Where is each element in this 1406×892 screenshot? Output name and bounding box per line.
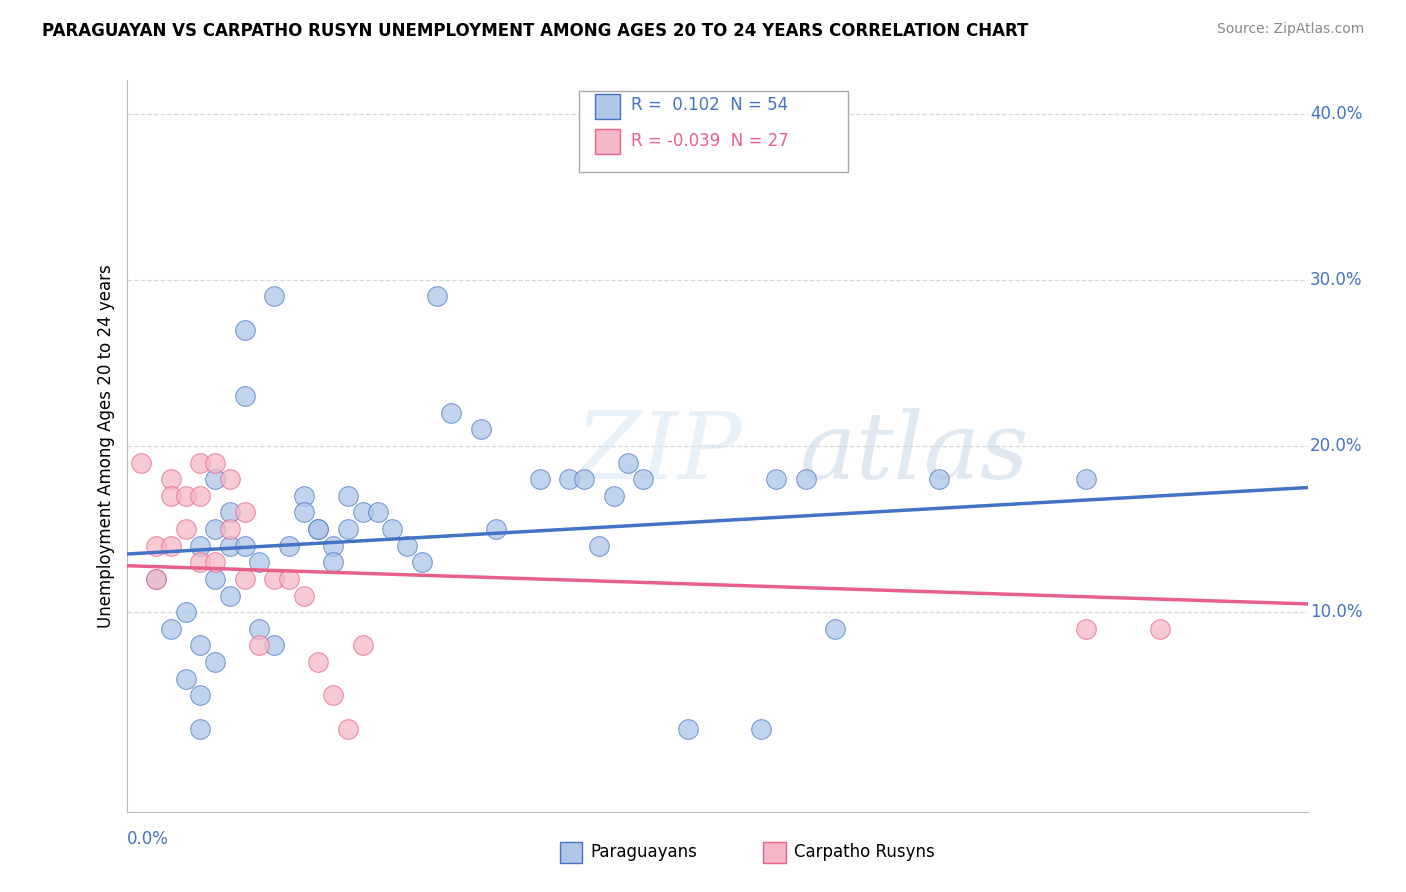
Point	[204, 456, 226, 470]
Text: R =  0.102  N = 54: R = 0.102 N = 54	[631, 96, 789, 114]
Point	[292, 506, 315, 520]
Text: Source: ZipAtlas.com: Source: ZipAtlas.com	[1216, 22, 1364, 37]
Point	[247, 639, 270, 653]
Point	[233, 506, 256, 520]
Point	[247, 622, 270, 636]
Point	[219, 589, 242, 603]
Point	[233, 389, 256, 403]
Point	[219, 539, 242, 553]
Point	[188, 689, 211, 703]
Point	[292, 489, 315, 503]
Point	[174, 522, 197, 536]
Point	[219, 506, 242, 520]
Point	[322, 539, 344, 553]
Point	[1076, 472, 1098, 486]
Point	[204, 572, 226, 586]
Point	[204, 522, 226, 536]
Text: ZIP: ZIP	[575, 409, 742, 499]
Point	[529, 472, 551, 486]
Point	[278, 572, 301, 586]
Text: 20.0%: 20.0%	[1310, 437, 1362, 455]
Point	[233, 572, 256, 586]
Point	[160, 472, 183, 486]
Point	[381, 522, 404, 536]
Point	[484, 522, 508, 536]
Point	[337, 722, 360, 736]
Point	[188, 456, 211, 470]
Point	[558, 472, 581, 486]
Point	[129, 456, 153, 470]
Point	[188, 539, 211, 553]
Point	[470, 422, 492, 436]
Point	[278, 539, 301, 553]
Point	[188, 555, 211, 569]
Point	[188, 722, 211, 736]
Point	[603, 489, 626, 503]
Text: 10.0%: 10.0%	[1310, 603, 1362, 621]
Point	[322, 555, 344, 569]
Point	[751, 722, 773, 736]
Point	[617, 456, 640, 470]
Point	[160, 539, 183, 553]
Point	[765, 472, 787, 486]
Text: 40.0%: 40.0%	[1310, 104, 1362, 122]
Text: 30.0%: 30.0%	[1310, 271, 1362, 289]
Point	[204, 472, 226, 486]
Point	[1149, 622, 1171, 636]
Point	[352, 639, 374, 653]
Point	[396, 539, 419, 553]
Point	[307, 655, 329, 669]
Point	[233, 539, 256, 553]
Point	[233, 323, 256, 337]
Text: Carpatho Rusyns: Carpatho Rusyns	[794, 843, 935, 861]
Point	[188, 489, 211, 503]
Point	[322, 689, 344, 703]
Point	[145, 572, 167, 586]
Point	[219, 472, 242, 486]
Point	[292, 589, 315, 603]
Point	[145, 572, 167, 586]
Y-axis label: Unemployment Among Ages 20 to 24 years: Unemployment Among Ages 20 to 24 years	[97, 264, 115, 628]
Point	[366, 506, 388, 520]
Point	[307, 522, 329, 536]
Point	[352, 506, 374, 520]
Point	[440, 406, 463, 420]
Point	[145, 539, 167, 553]
Text: atlas: atlas	[800, 409, 1029, 499]
Point	[928, 472, 950, 486]
Point	[188, 639, 211, 653]
Point	[574, 472, 596, 486]
Point	[794, 472, 817, 486]
Text: PARAGUAYAN VS CARPATHO RUSYN UNEMPLOYMENT AMONG AGES 20 TO 24 YEARS CORRELATION : PARAGUAYAN VS CARPATHO RUSYN UNEMPLOYMEN…	[42, 22, 1029, 40]
Point	[411, 555, 433, 569]
Text: 0.0%: 0.0%	[127, 830, 169, 848]
Point	[588, 539, 610, 553]
Point	[160, 622, 183, 636]
Point	[337, 489, 360, 503]
Point	[633, 472, 655, 486]
Point	[174, 489, 197, 503]
Point	[263, 639, 285, 653]
Point	[204, 655, 226, 669]
Point	[337, 522, 360, 536]
Point	[247, 555, 270, 569]
Point	[425, 289, 447, 303]
Point	[219, 522, 242, 536]
Point	[824, 622, 846, 636]
Text: R = -0.039  N = 27: R = -0.039 N = 27	[631, 132, 789, 150]
Text: Paraguayans: Paraguayans	[591, 843, 697, 861]
Point	[1076, 622, 1098, 636]
Point	[174, 605, 197, 619]
Point	[307, 522, 329, 536]
Point	[160, 489, 183, 503]
Point	[263, 572, 285, 586]
Point	[204, 555, 226, 569]
Point	[676, 722, 699, 736]
Point	[174, 672, 197, 686]
Point	[263, 289, 285, 303]
